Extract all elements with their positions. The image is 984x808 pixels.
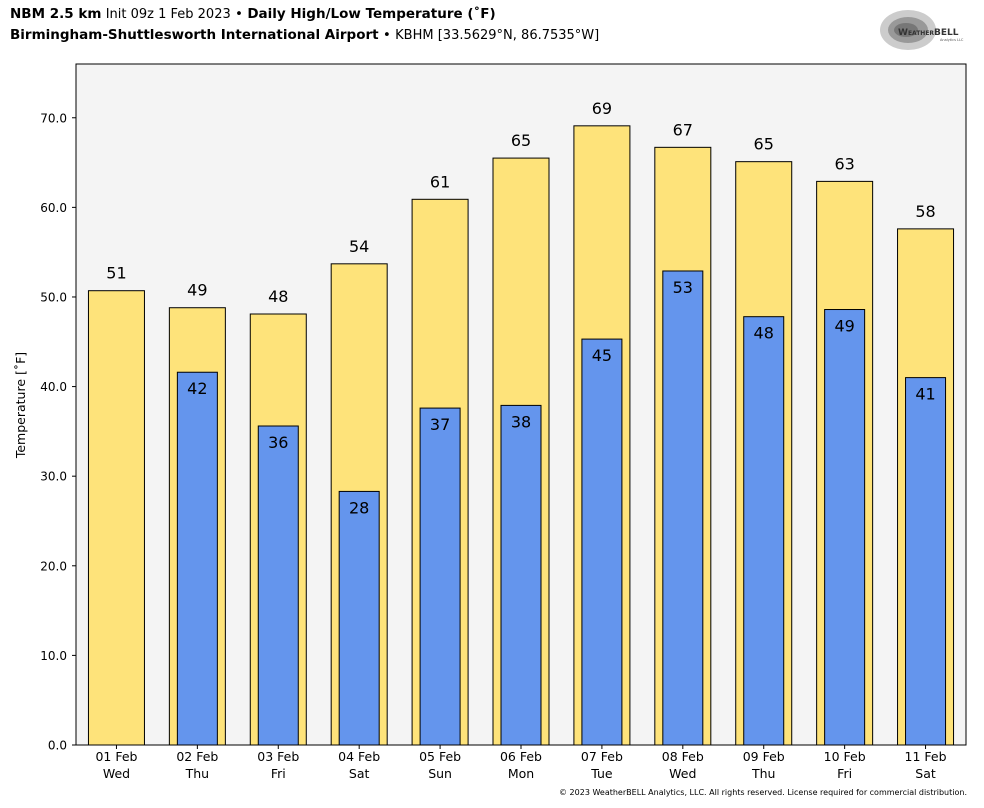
y-tick-label: 70.0 <box>40 111 67 125</box>
low-temp-bar <box>176 371 218 746</box>
low-temp-bar <box>500 404 542 746</box>
low-temp-bar <box>338 490 380 746</box>
high-temp-label: 61 <box>430 172 450 191</box>
low-temp-label: 41 <box>915 385 935 404</box>
y-tick-label: 60.0 <box>40 201 67 215</box>
x-tick-label-date: 01 Feb <box>95 749 137 764</box>
x-tick-label-date: 10 Feb <box>824 749 866 764</box>
separator: • <box>235 6 244 22</box>
x-tick-label-date: 03 Feb <box>257 749 299 764</box>
x-tick-label-date: 08 Feb <box>662 749 704 764</box>
high-temp-label: 51 <box>106 264 126 283</box>
high-temp-label: 69 <box>592 99 612 118</box>
low-temp-bar <box>419 407 461 746</box>
x-tick-label-day: Sat <box>915 766 936 781</box>
model-name: NBM 2.5 km <box>10 6 102 22</box>
copyright-footer: © 2023 WeatherBELL Analytics, LLC. All r… <box>559 788 967 797</box>
x-tick-label-day: Sun <box>428 766 452 781</box>
high-temp-label: 58 <box>915 202 935 221</box>
svg-text:WEATHERBELL: WEATHERBELL <box>898 28 959 38</box>
y-tick-label: 10.0 <box>40 649 67 663</box>
high-temp-label: 49 <box>187 281 207 300</box>
x-tick-label-date: 05 Feb <box>419 749 461 764</box>
x-tick-label-day: Thu <box>751 766 775 781</box>
low-temp-bar <box>743 316 785 746</box>
low-temp-bar <box>257 425 299 746</box>
x-tick-label-date: 07 Feb <box>581 749 623 764</box>
low-temp-label: 37 <box>430 415 450 434</box>
init-time: Init 09z 1 Feb 2023 <box>105 7 231 22</box>
low-temp-label: 42 <box>187 379 207 398</box>
low-temp-label: 49 <box>834 317 854 336</box>
x-tick-label-date: 04 Feb <box>338 749 380 764</box>
x-tick-label-date: 02 Feb <box>176 749 218 764</box>
y-tick-label: 50.0 <box>40 290 67 304</box>
x-tick-label-day: Fri <box>271 766 286 781</box>
y-axis-label: Temperature [˚F] <box>13 352 28 459</box>
plot-frame <box>75 63 967 746</box>
x-tick-label-day: Wed <box>669 766 696 781</box>
x-tick-label-day: Mon <box>508 766 534 781</box>
svg-text:Analytics LLC: Analytics LLC <box>940 38 964 42</box>
high-temp-bar <box>87 290 145 746</box>
separator: • <box>382 27 391 43</box>
y-tick-label: 0.0 <box>48 739 67 753</box>
high-temp-label: 65 <box>511 131 531 150</box>
low-temp-bar <box>581 338 623 746</box>
chart-title: NBM 2.5 km Init 09z 1 Feb 2023 • Daily H… <box>10 6 496 22</box>
high-temp-label: 63 <box>834 154 854 173</box>
weatherbell-logo: WEATHERBELL Analytics LLC <box>880 10 964 50</box>
low-temp-label: 28 <box>349 498 369 517</box>
station-name: Birmingham-Shuttlesworth International A… <box>10 27 379 43</box>
low-temp-bar <box>662 270 704 746</box>
x-tick-label-date: 06 Feb <box>500 749 542 764</box>
product-name: Daily High/Low Temperature (˚F) <box>247 6 496 22</box>
low-temp-label: 38 <box>511 412 531 431</box>
y-tick-label: 20.0 <box>40 559 67 573</box>
low-temp-bar <box>824 309 866 746</box>
high-temp-label: 67 <box>673 120 693 139</box>
station-info: KBHM [33.5629°N, 86.7535°W] <box>395 28 600 43</box>
low-temp-bar <box>905 377 947 746</box>
x-tick-label-date: 09 Feb <box>743 749 785 764</box>
high-temp-label: 48 <box>268 287 288 306</box>
low-temp-label: 53 <box>673 278 693 297</box>
x-tick-label-day: Fri <box>837 766 852 781</box>
x-tick-label-day: Sat <box>349 766 370 781</box>
y-tick-label: 40.0 <box>40 380 67 394</box>
x-tick-label-day: Tue <box>590 766 613 781</box>
low-temp-label: 48 <box>754 324 774 343</box>
y-tick-label: 30.0 <box>40 470 67 484</box>
x-tick-label-day: Thu <box>185 766 209 781</box>
high-temp-label: 65 <box>754 135 774 154</box>
x-tick-label-day: Wed <box>103 766 130 781</box>
low-temp-label: 36 <box>268 433 288 452</box>
low-temp-label: 45 <box>592 346 612 365</box>
chart-subtitle: Birmingham-Shuttlesworth International A… <box>10 27 599 43</box>
x-tick-label-date: 11 Feb <box>905 749 947 764</box>
high-temp-label: 54 <box>349 237 369 256</box>
